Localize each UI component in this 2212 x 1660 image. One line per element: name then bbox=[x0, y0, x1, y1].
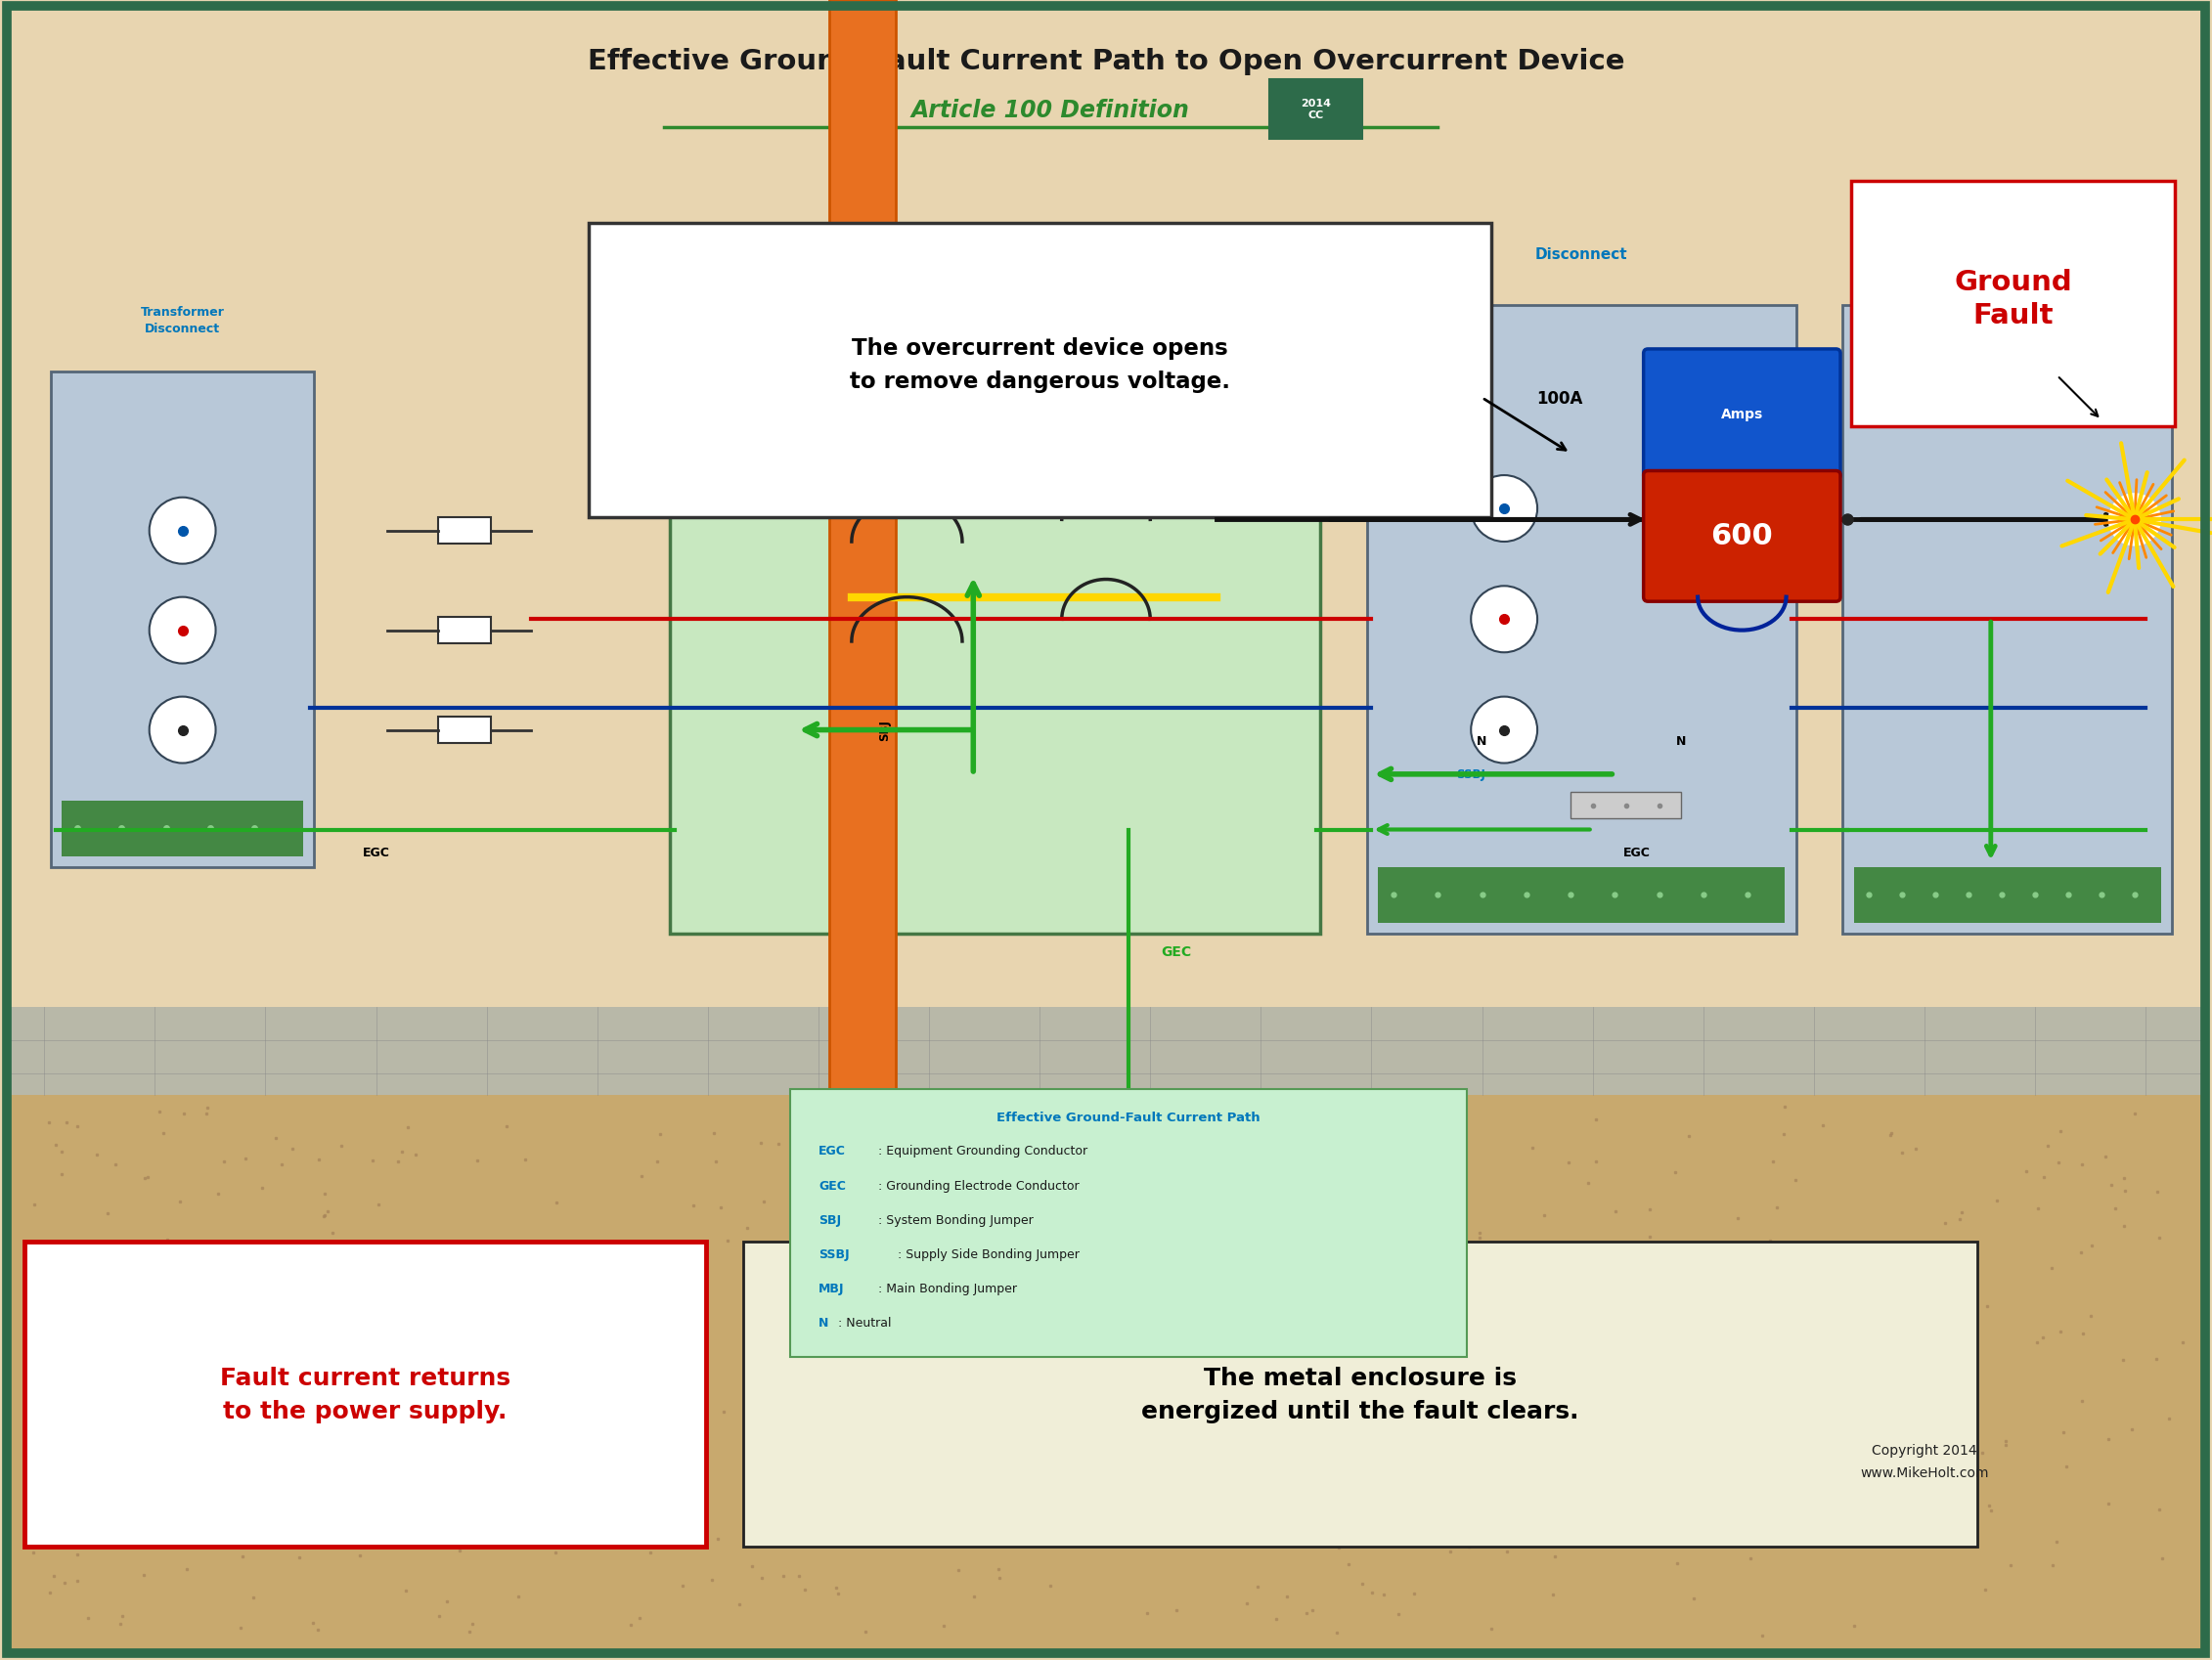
Bar bbox=[7, 1008, 2205, 1096]
Text: Panel: Panel bbox=[1984, 247, 2031, 262]
Circle shape bbox=[1471, 476, 1537, 543]
Text: N: N bbox=[1677, 735, 1686, 747]
Text: EGC: EGC bbox=[818, 1145, 845, 1157]
Text: Article 100 Definition: Article 100 Definition bbox=[911, 100, 1190, 123]
Bar bbox=[1571, 792, 1681, 818]
Circle shape bbox=[1471, 586, 1537, 652]
Text: : Neutral: : Neutral bbox=[838, 1316, 891, 1328]
Text: EGC: EGC bbox=[363, 847, 389, 858]
Text: Copyright 2014
www.MikeHolt.com: Copyright 2014 www.MikeHolt.com bbox=[1860, 1443, 1989, 1479]
FancyBboxPatch shape bbox=[1851, 181, 2174, 427]
Text: Effective Ground-Fault Current Path to Open Overcurrent Device: Effective Ground-Fault Current Path to O… bbox=[588, 48, 1624, 76]
Text: Fault current returns
to the power supply.: Fault current returns to the power suppl… bbox=[219, 1366, 511, 1423]
Text: GEC: GEC bbox=[1161, 945, 1192, 958]
Bar bbox=[438, 717, 491, 744]
Text: Transformer: Transformer bbox=[936, 246, 1055, 264]
Circle shape bbox=[150, 498, 217, 564]
Text: N: N bbox=[818, 1316, 830, 1328]
Text: Disconnect: Disconnect bbox=[1535, 247, 1628, 262]
Text: SSBJ: SSBJ bbox=[1455, 769, 1486, 780]
Circle shape bbox=[150, 697, 217, 764]
FancyBboxPatch shape bbox=[1367, 305, 1796, 935]
FancyBboxPatch shape bbox=[1644, 350, 1840, 480]
Text: SBJ: SBJ bbox=[878, 720, 891, 740]
FancyBboxPatch shape bbox=[588, 224, 1491, 518]
FancyBboxPatch shape bbox=[1843, 305, 2172, 935]
Text: 100A: 100A bbox=[1537, 390, 1582, 407]
Text: Ground
Fault: Ground Fault bbox=[1953, 269, 2073, 329]
Text: : Main Bonding Jumper: : Main Bonding Jumper bbox=[878, 1282, 1018, 1295]
Bar bbox=[438, 518, 491, 544]
Text: GEC: GEC bbox=[818, 1179, 845, 1192]
Bar bbox=[62, 802, 303, 857]
FancyBboxPatch shape bbox=[670, 305, 1321, 935]
Bar bbox=[830, 0, 896, 1117]
Text: Effective Ground-Fault Current Path: Effective Ground-Fault Current Path bbox=[995, 1112, 1261, 1124]
Text: EGC: EGC bbox=[1624, 847, 1650, 858]
Text: The metal enclosure is
energized until the fault clears.: The metal enclosure is energized until t… bbox=[1141, 1366, 1579, 1423]
Text: SSBJ: SSBJ bbox=[818, 1248, 849, 1260]
Text: : Supply Side Bonding Jumper: : Supply Side Bonding Jumper bbox=[898, 1248, 1079, 1260]
Text: 600: 600 bbox=[1710, 521, 1774, 549]
FancyBboxPatch shape bbox=[1270, 80, 1363, 139]
Bar bbox=[1854, 868, 2161, 923]
Text: : Equipment Grounding Conductor: : Equipment Grounding Conductor bbox=[878, 1145, 1088, 1157]
Text: The overcurrent device opens
to remove dangerous voltage.: The overcurrent device opens to remove d… bbox=[849, 337, 1230, 393]
Bar bbox=[7, 1051, 2205, 1653]
Text: : Grounding Electrode Conductor: : Grounding Electrode Conductor bbox=[878, 1179, 1079, 1192]
Circle shape bbox=[1471, 697, 1537, 764]
Text: Amps: Amps bbox=[1721, 407, 1763, 420]
Text: 2014
CC: 2014 CC bbox=[1301, 98, 1332, 121]
Text: Transformer
Disconnect: Transformer Disconnect bbox=[142, 307, 223, 335]
FancyBboxPatch shape bbox=[1644, 471, 1840, 603]
Text: SBJ: SBJ bbox=[818, 1213, 841, 1225]
Text: MBJ: MBJ bbox=[818, 1282, 845, 1295]
FancyBboxPatch shape bbox=[743, 1242, 1978, 1547]
Bar bbox=[438, 618, 491, 644]
FancyBboxPatch shape bbox=[24, 1242, 706, 1547]
Circle shape bbox=[150, 598, 217, 664]
Bar bbox=[1378, 868, 1785, 923]
Text: : System Bonding Jumper: : System Bonding Jumper bbox=[878, 1213, 1033, 1225]
Circle shape bbox=[2108, 493, 2161, 546]
Text: N: N bbox=[1478, 735, 1486, 747]
FancyBboxPatch shape bbox=[790, 1089, 1467, 1356]
FancyBboxPatch shape bbox=[51, 372, 314, 868]
